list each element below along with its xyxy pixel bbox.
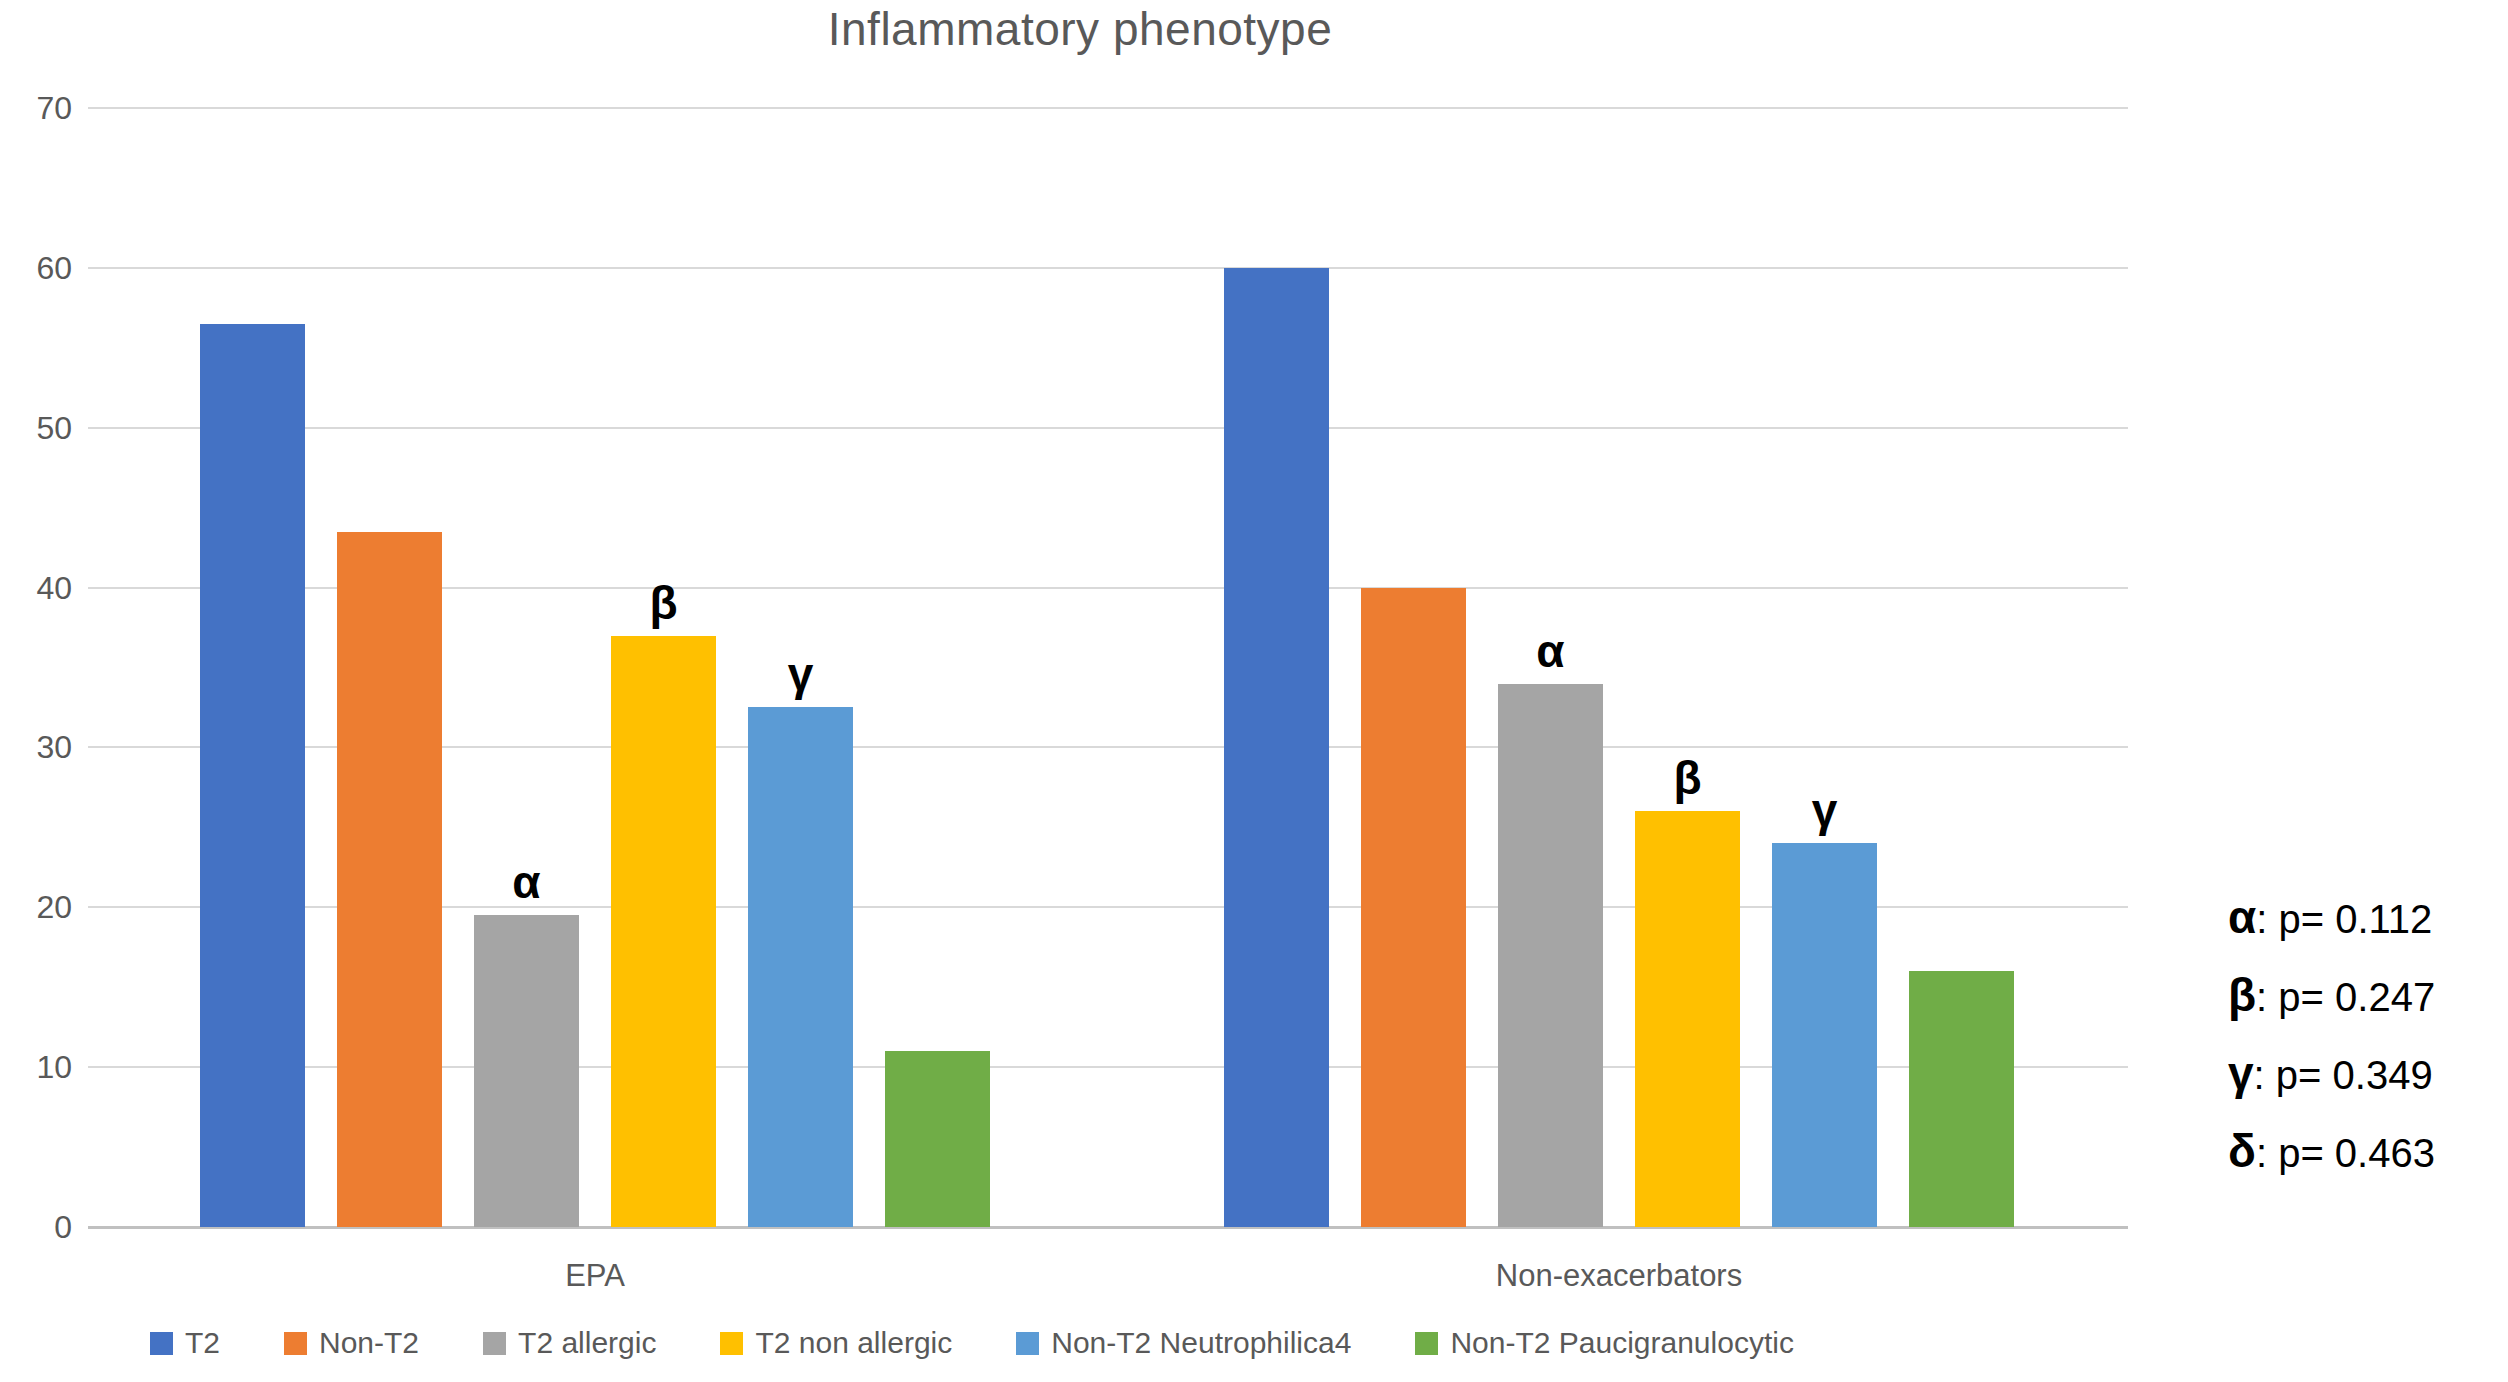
bar-non-t2-1 [1361, 588, 1466, 1227]
y-tick-label-20: 20 [0, 887, 72, 927]
legend-marker-icon-5 [1415, 1332, 1438, 1355]
figure-canvas: Inflammatory phenotype αβγαβγ T2Non-T2T2… [0, 0, 2508, 1382]
legend-marker-icon-0 [150, 1332, 173, 1355]
annotation-symbol-3: δ [2228, 1125, 2256, 1177]
annotation-line-2: γ: p= 0.349 [2228, 1034, 2508, 1112]
significance-label-β-1: β [1673, 755, 1701, 801]
legend-marker-icon-3 [720, 1332, 743, 1355]
p-value-annotations: α: p= 0.112β: p= 0.247γ: p= 0.349δ: p= 0… [2228, 878, 2508, 1190]
significance-label-γ-1: γ [1812, 787, 1838, 833]
legend-label-5: Non-T2 Paucigranulocytic [1450, 1326, 1794, 1360]
bar-t2-0 [200, 324, 305, 1227]
legend-item-3: T2 non allergic [720, 1326, 952, 1360]
annotation-symbol-0: α [2228, 891, 2256, 943]
significance-label-α-1: α [1536, 628, 1564, 674]
y-tick-label-30: 30 [0, 727, 72, 767]
annotation-symbol-2: γ [2228, 1047, 2254, 1099]
annotation-line-0: α: p= 0.112 [2228, 878, 2508, 956]
legend-item-4: Non-T2 Neutrophilica4 [1016, 1326, 1351, 1360]
legend-label-1: Non-T2 [319, 1326, 419, 1360]
annotation-symbol-1: β [2228, 969, 2256, 1021]
bar-non-t2-paucigranulocytic-0 [885, 1051, 990, 1227]
y-tick-label-70: 70 [0, 88, 72, 128]
legend-label-2: T2 allergic [518, 1326, 656, 1360]
bar-t2-allergic-1 [1498, 684, 1603, 1228]
category-label-1: Non-exacerbators [1359, 1258, 1879, 1294]
legend-item-1: Non-T2 [284, 1326, 419, 1360]
bar-non-t2-neutrophilica4-0 [748, 707, 853, 1227]
annotation-line-3: δ: p= 0.463 [2228, 1112, 2508, 1190]
legend-marker-icon-1 [284, 1332, 307, 1355]
annotation-line-1: β: p= 0.247 [2228, 956, 2508, 1034]
annotation-text-3: : p= 0.463 [2256, 1131, 2435, 1175]
y-tick-label-40: 40 [0, 568, 72, 608]
gridline-70 [88, 107, 2128, 109]
gridline-60 [88, 267, 2128, 269]
bar-non-t2-0 [337, 532, 442, 1227]
bar-non-t2-neutrophilica4-1 [1772, 843, 1877, 1227]
y-tick-label-50: 50 [0, 408, 72, 448]
significance-label-α-0: α [512, 859, 540, 905]
legend-item-2: T2 allergic [483, 1326, 656, 1360]
chart-title: Inflammatory phenotype [0, 2, 2160, 56]
bar-t2-1 [1224, 268, 1329, 1227]
legend-marker-icon-2 [483, 1332, 506, 1355]
legend-label-0: T2 [185, 1326, 220, 1360]
bar-non-t2-paucigranulocytic-1 [1909, 971, 2014, 1227]
y-tick-label-0: 0 [0, 1207, 72, 1247]
legend-label-3: T2 non allergic [755, 1326, 952, 1360]
legend-label-4: Non-T2 Neutrophilica4 [1051, 1326, 1351, 1360]
bar-t2-non-allergic-0 [611, 636, 716, 1227]
significance-label-β-0: β [649, 580, 677, 626]
bar-t2-non-allergic-1 [1635, 811, 1740, 1227]
gridline-50 [88, 427, 2128, 429]
legend-item-0: T2 [150, 1326, 220, 1360]
category-label-0: EPA [335, 1258, 855, 1294]
y-tick-label-10: 10 [0, 1047, 72, 1087]
significance-label-γ-0: γ [788, 651, 814, 697]
y-tick-label-60: 60 [0, 248, 72, 288]
legend-marker-icon-4 [1016, 1332, 1039, 1355]
bar-t2-allergic-0 [474, 915, 579, 1227]
annotation-text-0: : p= 0.112 [2256, 897, 2432, 941]
annotation-text-2: : p= 0.349 [2254, 1053, 2433, 1097]
annotation-text-1: : p= 0.247 [2256, 975, 2435, 1019]
legend: T2 Non-T2 T2 allergic T2 non allergic Non-T2… [150, 1326, 1794, 1360]
plot-area: α β γ α β γ [88, 108, 2128, 1227]
legend-item-5: Non-T2 Paucigranulocytic [1415, 1326, 1794, 1360]
